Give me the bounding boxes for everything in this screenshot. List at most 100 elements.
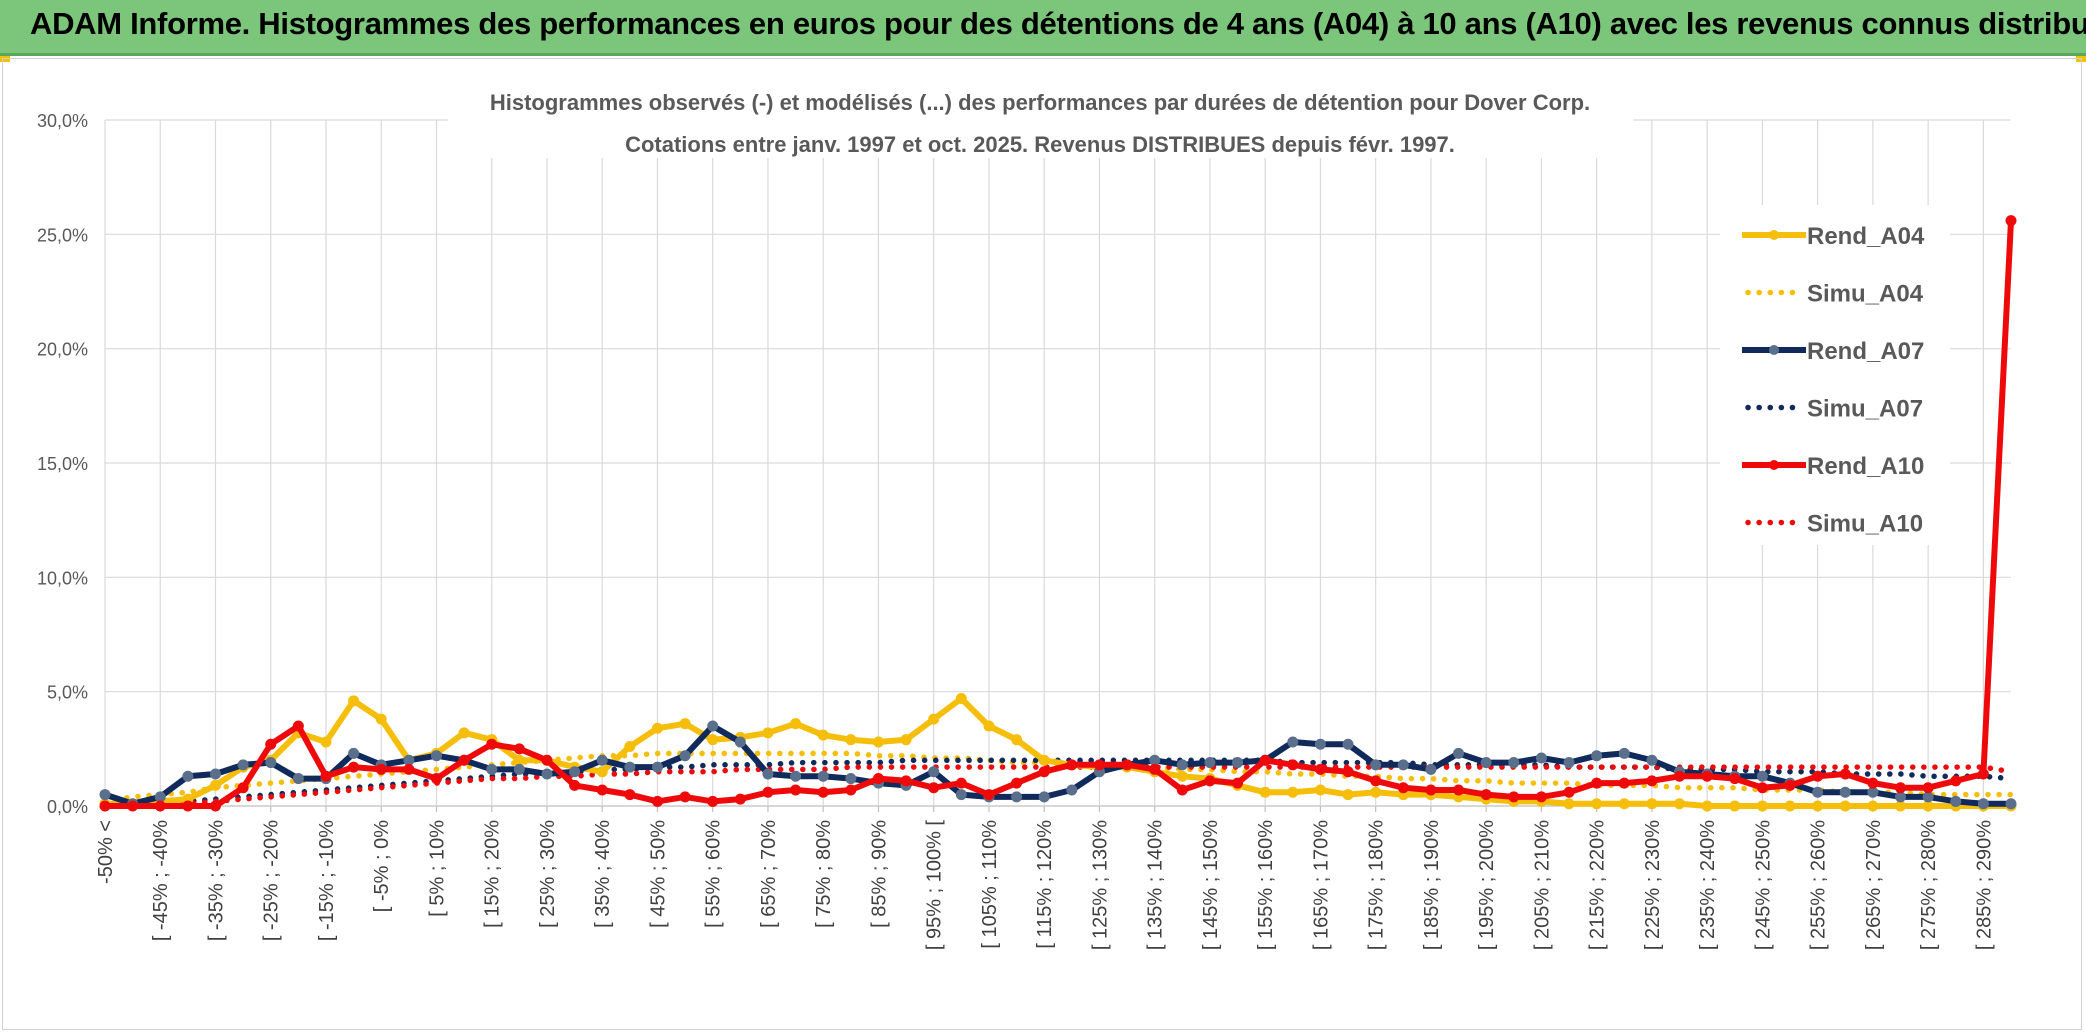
data-point bbox=[1535, 752, 1547, 764]
data-point bbox=[265, 738, 277, 750]
legend-label: Simu_A07 bbox=[1807, 396, 1923, 423]
y-tick-label: 5,0% bbox=[47, 683, 88, 703]
data-point bbox=[2005, 798, 2017, 810]
x-tick-label: [ 175% ; 180% bbox=[1366, 820, 1388, 950]
data-point bbox=[2005, 215, 2017, 227]
data-point bbox=[1646, 798, 1658, 810]
data-point bbox=[99, 789, 111, 801]
y-tick-label: 30,0% bbox=[37, 111, 88, 131]
chart-series bbox=[99, 215, 2017, 812]
data-point bbox=[928, 713, 940, 725]
data-point bbox=[1812, 786, 1824, 798]
x-tick-label: [ 25% ; 30% bbox=[537, 820, 559, 928]
data-point bbox=[458, 727, 470, 739]
data-point bbox=[817, 770, 829, 782]
x-tick-label: [ 215% ; 220% bbox=[1587, 820, 1609, 950]
data-point bbox=[817, 729, 829, 741]
data-point bbox=[348, 747, 360, 759]
x-tick-label: [ 225% ; 230% bbox=[1642, 820, 1664, 950]
x-tick-label: [ 265% ; 270% bbox=[1863, 820, 1885, 950]
x-tick-label: [ 75% ; 80% bbox=[813, 820, 835, 928]
x-tick-label: [ -5% ; 0% bbox=[371, 820, 393, 912]
data-point bbox=[1977, 768, 1989, 780]
data-point bbox=[1287, 786, 1299, 798]
data-point bbox=[237, 759, 249, 771]
data-point bbox=[1922, 791, 1934, 803]
data-point bbox=[1121, 759, 1133, 771]
data-point bbox=[1701, 800, 1713, 812]
data-point bbox=[320, 736, 332, 748]
data-point bbox=[1922, 800, 1934, 812]
data-point bbox=[1176, 784, 1188, 796]
data-point bbox=[1839, 786, 1851, 798]
x-tick-label: [ 235% ; 240% bbox=[1697, 820, 1719, 950]
x-tick-label: [ -15% ; -10% bbox=[316, 820, 338, 941]
data-point bbox=[1922, 782, 1934, 794]
data-point bbox=[1038, 766, 1050, 778]
data-point bbox=[955, 693, 967, 705]
data-point bbox=[1066, 784, 1078, 796]
data-point bbox=[1259, 786, 1271, 798]
data-point bbox=[237, 782, 249, 794]
data-point bbox=[679, 718, 691, 730]
data-point bbox=[928, 766, 940, 778]
data-point bbox=[1232, 777, 1244, 789]
data-point bbox=[1618, 798, 1630, 810]
data-point bbox=[1342, 766, 1354, 778]
data-point bbox=[1370, 786, 1382, 798]
data-point bbox=[845, 734, 857, 746]
chart-legend: Rend_A04 Simu_A04 Rend_A07 Simu_A07 Rend_A10… bbox=[1742, 223, 1925, 538]
data-point bbox=[1011, 777, 1023, 789]
data-point bbox=[1563, 798, 1575, 810]
x-tick-label: [ 245% ; 250% bbox=[1752, 820, 1774, 950]
data-point bbox=[1867, 786, 1879, 798]
data-point bbox=[1453, 747, 1465, 759]
data-point bbox=[872, 736, 884, 748]
y-tick-label: 10,0% bbox=[37, 568, 88, 588]
y-tick-label: 25,0% bbox=[37, 225, 88, 245]
y-tick-label: 0,0% bbox=[47, 797, 88, 817]
data-point bbox=[1895, 791, 1907, 803]
data-point bbox=[458, 754, 470, 766]
data-point bbox=[983, 720, 995, 732]
data-point bbox=[1453, 784, 1465, 796]
legend-item: Rend_A10 bbox=[1742, 453, 1924, 480]
legend-item: Rend_A07 bbox=[1742, 338, 1924, 365]
data-point bbox=[679, 791, 691, 803]
data-point bbox=[1591, 798, 1603, 810]
data-point bbox=[651, 722, 663, 734]
data-point bbox=[983, 789, 995, 801]
data-point bbox=[486, 763, 498, 775]
report-banner: ADAM Informe. Histogrammes des performan… bbox=[0, 0, 2086, 56]
x-tick-label: [ 55% ; 60% bbox=[703, 820, 725, 928]
data-point bbox=[154, 800, 166, 812]
data-point bbox=[430, 773, 442, 785]
data-point bbox=[1950, 795, 1962, 807]
data-point bbox=[596, 754, 608, 766]
data-point bbox=[209, 779, 221, 791]
legend-background bbox=[1720, 205, 1950, 545]
series-line bbox=[104, 723, 2011, 807]
legend-marker bbox=[1769, 460, 1779, 470]
x-tick-label: [ 85% ; 90% bbox=[868, 820, 890, 928]
data-point bbox=[1397, 759, 1409, 771]
data-point bbox=[1314, 784, 1326, 796]
data-point bbox=[1646, 754, 1658, 766]
data-point bbox=[1287, 736, 1299, 748]
data-point bbox=[596, 784, 608, 796]
data-point bbox=[762, 768, 774, 780]
series-rend-a10 bbox=[99, 215, 2017, 812]
data-point bbox=[734, 736, 746, 748]
data-point bbox=[348, 761, 360, 773]
data-point bbox=[1149, 763, 1161, 775]
data-point bbox=[1674, 770, 1686, 782]
data-point bbox=[679, 750, 691, 762]
data-point bbox=[1093, 759, 1105, 771]
data-point bbox=[292, 720, 304, 732]
data-point bbox=[1011, 734, 1023, 746]
data-point bbox=[1867, 800, 1879, 812]
x-tick-label: [ 185% ; 190% bbox=[1421, 820, 1443, 950]
x-tick-label: [ 275% ; 280% bbox=[1918, 820, 1940, 950]
data-point bbox=[624, 761, 636, 773]
data-point bbox=[1176, 759, 1188, 771]
